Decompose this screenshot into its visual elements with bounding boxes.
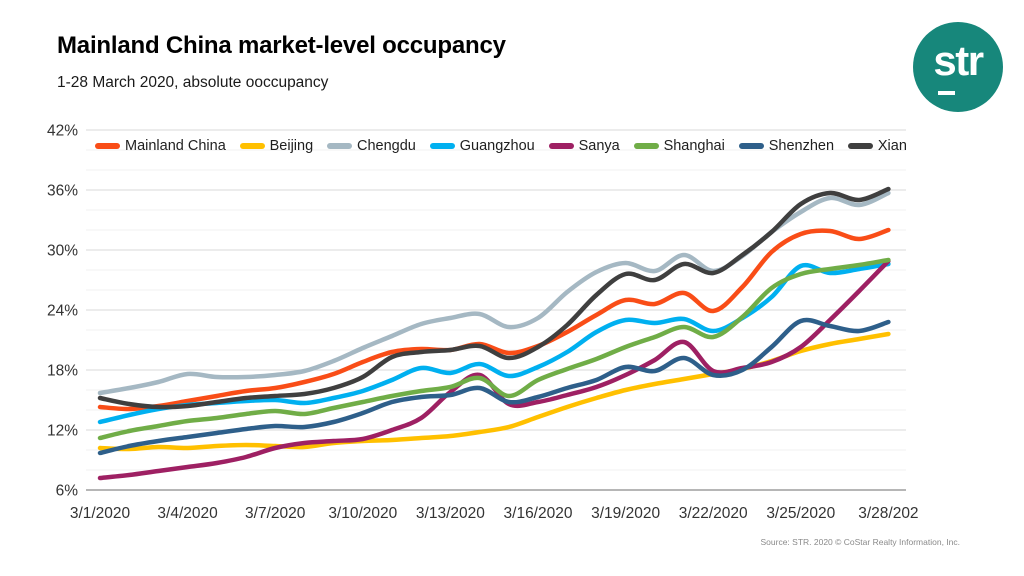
chart-title: Mainland China market-level occupancy <box>57 32 506 59</box>
chart-subtitle: 1-28 March 2020, absolute ooccupancy <box>57 74 329 91</box>
legend-label: Guangzhou <box>459 138 535 154</box>
x-axis-label: 3/7/2020 <box>245 505 306 522</box>
y-axis-label: 24% <box>47 303 78 320</box>
legend-label: Shanghai <box>663 138 725 154</box>
y-axis-label: 36% <box>47 183 78 200</box>
legend-label: Xian <box>877 138 907 154</box>
legend-swatch <box>548 143 574 149</box>
x-axis-label: 3/4/2020 <box>157 505 218 522</box>
x-axis-label: 3/19/2020 <box>591 505 660 522</box>
legend-swatch <box>327 143 353 149</box>
series-line-shanghai <box>97 257 891 441</box>
legend-label: Sanya <box>578 138 620 154</box>
legend-swatch <box>95 143 120 149</box>
legend-label: Shenzhen <box>768 138 835 154</box>
legend-item-sanya: Sanya <box>548 138 620 154</box>
legend-item-shanghai: Shanghai <box>633 138 725 154</box>
legend-swatch <box>429 143 455 149</box>
legend-swatch <box>633 143 659 149</box>
legend-item-beijing: Beijing <box>239 138 314 154</box>
legend-swatch <box>847 143 873 149</box>
y-axis-label: 12% <box>47 423 78 440</box>
series-line-xian <box>97 186 891 410</box>
y-axis-label: 42% <box>47 123 78 140</box>
str-logo: str <box>913 22 1003 112</box>
legend-swatch <box>738 143 764 149</box>
str-logo-text: str <box>933 37 984 84</box>
legend-item-xian: Xian <box>847 138 907 154</box>
legend-item-chengdu: Chengdu <box>327 138 416 154</box>
x-axis-label: 3/25/2020 <box>766 505 835 522</box>
x-axis-label: 3/22/2020 <box>679 505 748 522</box>
series-line-shenzhen <box>97 317 891 456</box>
legend-label: Mainland China <box>125 138 226 154</box>
legend-item-guangzhou: Guangzhou <box>429 138 535 154</box>
legend-item-shenzhen: Shenzhen <box>738 138 835 154</box>
legend-item-mainland-china: Mainland China <box>95 138 226 154</box>
source-attribution: Source: STR. 2020 © CoStar Realty Inform… <box>760 537 961 547</box>
y-axis-label: 6% <box>56 483 79 500</box>
x-axis-label: 3/13/2020 <box>416 505 485 522</box>
y-axis-label: 18% <box>47 363 78 380</box>
legend-label: Beijing <box>269 138 314 154</box>
legend-label: Chengdu <box>357 138 416 154</box>
y-axis-label: 30% <box>47 243 78 260</box>
x-axis-label: 3/1/2020 <box>70 505 131 522</box>
series-line-mainland-china <box>97 227 891 412</box>
str-logo-underline <box>938 91 955 95</box>
x-axis-label: 3/10/2020 <box>328 505 397 522</box>
x-axis-label: 3/16/2020 <box>504 505 573 522</box>
chart-legend: Mainland China Beijing Chengdu Guangzhou San… <box>95 134 907 158</box>
legend-swatch <box>239 143 265 149</box>
x-axis-label: 3/28/202 <box>858 505 918 522</box>
